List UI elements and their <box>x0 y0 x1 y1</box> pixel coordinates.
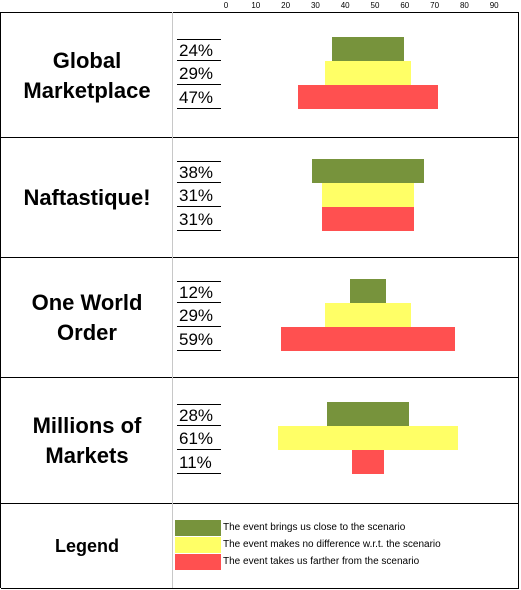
percent-label: 47% <box>177 87 221 109</box>
percent-label: 29% <box>177 63 221 85</box>
x-tick-label: 0 <box>223 1 229 10</box>
bar-yellow <box>277 426 459 450</box>
scenario-row: One World Order 12% 29% 59% <box>1 257 519 378</box>
legend-label: The event makes no difference w.r.t. the… <box>223 539 441 550</box>
legend-label: The event takes us farther from the scen… <box>223 556 420 567</box>
scenario-name: Millions of Markets <box>32 413 142 468</box>
x-tick-label: 20 <box>281 1 291 10</box>
percent-label: 11% <box>177 452 221 474</box>
bar-red <box>351 450 385 474</box>
x-tick-label: 90 <box>489 1 499 10</box>
x-tick-label: 40 <box>340 1 350 10</box>
bar-red <box>298 85 438 109</box>
x-tick-label: 10 <box>251 1 261 10</box>
percent-label: 28% <box>177 404 221 426</box>
label-divider <box>172 12 173 588</box>
bar-yellow <box>325 303 411 327</box>
legend-title: Legend <box>54 536 119 556</box>
x-tick-label: 70 <box>430 1 440 10</box>
legend-swatch-yellow <box>175 537 221 553</box>
x-tick-label: 80 <box>459 1 469 10</box>
legend-swatch-red <box>175 554 221 570</box>
legend: Legend The event brings us close to the … <box>1 503 519 589</box>
percent-label: 24% <box>177 39 221 61</box>
x-tick-label: 50 <box>370 1 380 10</box>
scenario-row: Millions of Markets 28% 61% 11% <box>1 377 519 504</box>
bar-green <box>350 279 386 303</box>
percent-label: 29% <box>177 305 221 327</box>
bar-red <box>280 327 456 351</box>
legend-swatch-green <box>175 520 221 536</box>
scenario-name: One World Order <box>31 290 143 345</box>
bar-green <box>311 159 425 183</box>
bar-green <box>332 37 404 61</box>
percent-label: 59% <box>177 329 221 351</box>
x-tick-label: 30 <box>310 1 320 10</box>
scenario-name: Global Marketplace <box>23 47 151 103</box>
scenario-row: Naftastique! 38% 31% 31% <box>1 137 519 258</box>
percent-label: 61% <box>177 428 221 450</box>
bar-yellow <box>322 183 414 207</box>
scenario-row: Global Marketplace 24% 29% 47% <box>1 12 519 138</box>
bar-green <box>326 402 410 426</box>
percent-label: 12% <box>177 281 221 303</box>
bar-red <box>322 207 414 231</box>
legend-label: The event brings us close to the scenari… <box>223 522 406 533</box>
x-tick-label: 60 <box>400 1 410 10</box>
percent-label: 31% <box>177 209 221 231</box>
bar-yellow <box>325 61 411 85</box>
scenario-name: Naftastique! <box>23 185 151 210</box>
percent-label: 31% <box>177 185 221 207</box>
percent-label: 38% <box>177 161 221 183</box>
